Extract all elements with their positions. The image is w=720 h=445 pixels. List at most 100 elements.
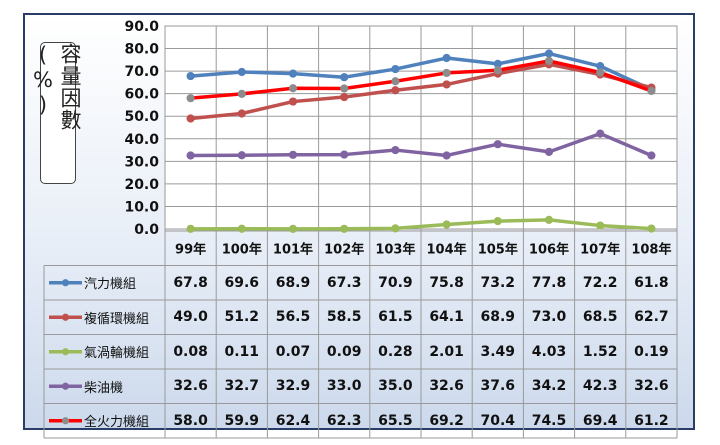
series-1-point <box>391 86 400 95</box>
table-cell: 67.3 <box>326 274 362 291</box>
table-cell: 3.49 <box>480 343 516 360</box>
series-3-point <box>596 129 605 138</box>
table-cell: 32.7 <box>224 378 260 395</box>
table-cell: 70.9 <box>378 274 413 291</box>
y-tick-label: 80.0 <box>124 42 159 58</box>
series-4-point <box>442 68 451 78</box>
table-cell: 0.28 <box>378 343 413 360</box>
series-2-point <box>391 224 400 233</box>
series-4-point <box>340 84 349 93</box>
y-tick-label: 60.0 <box>124 87 159 103</box>
table-cell: 35.0 <box>378 378 413 395</box>
series-line-0 <box>188 51 654 92</box>
table-cell: 32.6 <box>429 378 464 395</box>
series-2-point <box>288 224 298 233</box>
x-category-label: 103年 <box>375 241 415 257</box>
series-1-point <box>186 114 195 123</box>
series-2-point <box>544 215 554 225</box>
series-0-point <box>237 67 246 77</box>
table-cell: 72.2 <box>582 274 618 291</box>
series-4-point <box>237 89 246 98</box>
table-cell: 64.1 <box>429 309 464 326</box>
legend-label: 柴油機 <box>84 380 124 396</box>
series-3-point <box>186 151 195 160</box>
table-cell: 62.7 <box>634 309 669 326</box>
table-cell: 65.5 <box>378 412 413 429</box>
table-cell: 58.0 <box>173 412 208 429</box>
legend-label: 全火力機組 <box>84 415 150 431</box>
series-0-point <box>340 73 349 82</box>
series-0-point <box>442 53 451 63</box>
series-4-point <box>493 66 502 75</box>
series-0-point <box>186 71 195 81</box>
table-cell: 0.09 <box>326 343 362 360</box>
series-0-point <box>544 49 554 58</box>
legend-marker-3 <box>61 382 70 390</box>
y-tick-label: 70.0 <box>124 64 159 80</box>
table-cell: 75.8 <box>429 274 464 291</box>
table-cell: 69.2 <box>429 412 464 429</box>
legend-label: 氣渦輪機組 <box>84 346 150 362</box>
table-cell: 56.5 <box>275 309 311 326</box>
table-cell: 32.9 <box>275 378 311 395</box>
series-1-point <box>237 109 246 118</box>
series-line-2 <box>188 218 654 231</box>
x-category-label: 108年 <box>631 241 671 257</box>
y-tick-label: 0.0 <box>134 222 159 238</box>
x-category-label: 100年 <box>222 241 262 257</box>
series-2-point <box>340 224 349 233</box>
table-cell: 68.9 <box>480 309 516 326</box>
table-cell: 61.8 <box>634 274 669 291</box>
table-cell: 69.4 <box>582 412 618 429</box>
series-3-point <box>340 150 349 159</box>
table-cell: 73.2 <box>480 274 516 291</box>
series-4-point <box>596 68 605 77</box>
table-cell: 1.52 <box>582 343 618 360</box>
legend-label: 複循環機組 <box>84 311 150 327</box>
table-cell: 2.01 <box>429 343 464 360</box>
series-0-point <box>288 69 298 78</box>
x-category-label: 106年 <box>529 241 569 257</box>
y-tick-label: 20.0 <box>124 177 159 193</box>
series-3-point <box>237 151 246 160</box>
table-cell: 49.0 <box>173 309 208 326</box>
series-1-point <box>340 92 349 102</box>
table-cell: 69.6 <box>224 274 260 291</box>
series-2-point <box>442 220 451 229</box>
series-line-3 <box>188 131 654 158</box>
legend-marker-1 <box>61 313 70 321</box>
x-category-label: 101年 <box>273 241 313 257</box>
legend-marker-2 <box>61 348 70 356</box>
table-cell: 42.3 <box>582 378 618 395</box>
series-2-point <box>237 224 246 233</box>
table-cell: 58.5 <box>326 309 362 326</box>
table-cell: 0.08 <box>173 343 208 360</box>
series-3-point <box>442 151 451 160</box>
table-cell: 61.2 <box>634 412 669 429</box>
x-category-label: 104年 <box>427 241 467 257</box>
table-cell: 70.4 <box>480 412 516 429</box>
legend-label: 汽力機組 <box>84 277 137 293</box>
y-tick-label: 30.0 <box>124 154 159 170</box>
table-cell: 51.2 <box>224 309 260 326</box>
series-4-point <box>391 77 400 86</box>
x-category-label: 105年 <box>478 241 518 257</box>
series-3-point <box>544 147 554 156</box>
series-4-point <box>186 94 195 103</box>
series-2-point <box>596 221 605 230</box>
y-tick-label: 90.0 <box>124 19 159 35</box>
series-3-point <box>493 140 502 149</box>
table-cell: 67.8 <box>173 274 208 291</box>
table-cell: 37.6 <box>480 378 516 395</box>
table-cell: 74.5 <box>531 412 567 429</box>
series-1-point <box>442 80 451 89</box>
series-line-1 <box>188 62 654 121</box>
y-tick-label: 10.0 <box>124 199 159 215</box>
y-tick-label: 50.0 <box>124 109 159 125</box>
table-cell: 33.0 <box>326 378 362 395</box>
series-3-point <box>391 145 400 155</box>
table-cell: 59.9 <box>224 412 260 429</box>
series-4-point <box>544 56 554 66</box>
x-category-label: 107年 <box>580 241 620 257</box>
